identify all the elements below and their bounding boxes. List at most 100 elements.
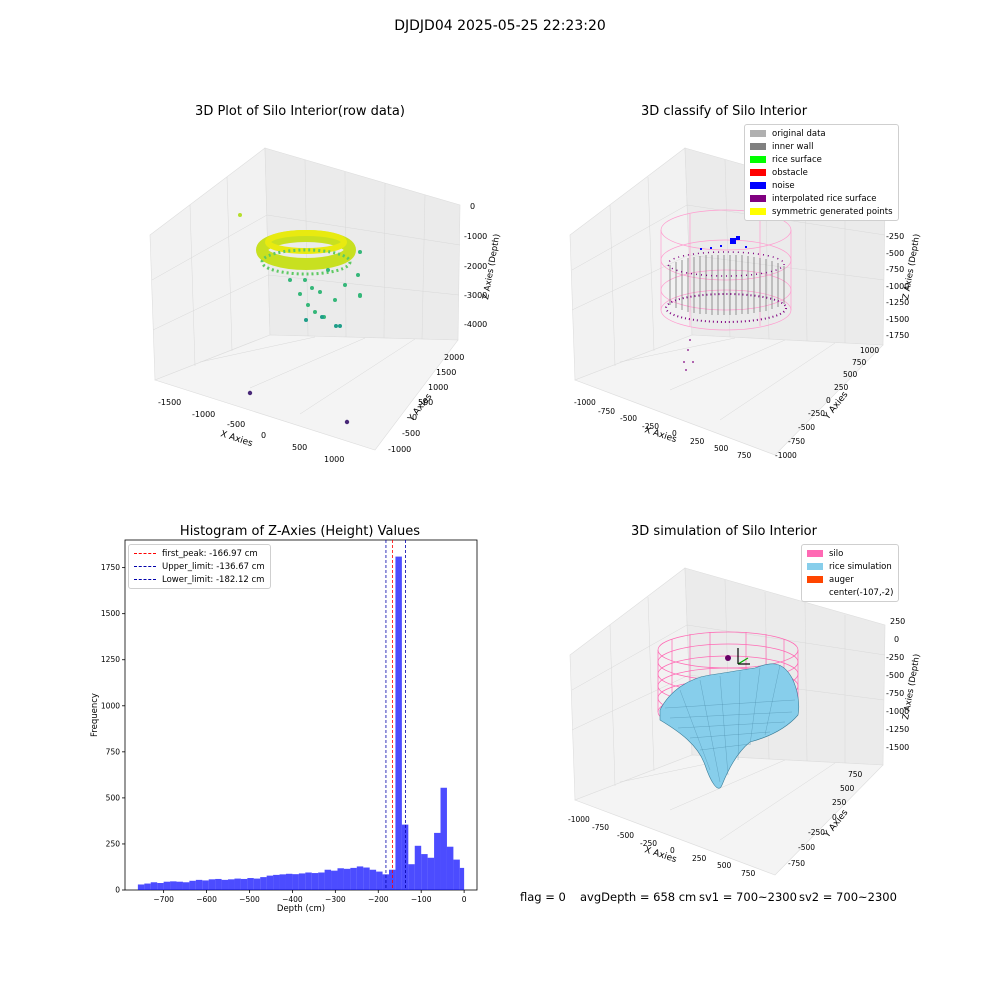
y-tick-label: 1750: [101, 563, 120, 572]
simulation-y-tick: -250: [808, 828, 825, 837]
classify-x-tick: -1000: [574, 398, 596, 407]
raw-x-tick: -1500: [158, 398, 181, 407]
figure-suptitle: DJDJD04 2025-05-25 22:23:20: [394, 18, 606, 34]
raw-y-tick: 0: [412, 413, 417, 422]
legend-item-inner-wall: inner wall: [750, 140, 893, 153]
histogram-bar: [414, 845, 422, 890]
histogram-bar: [266, 875, 274, 890]
classify-z-tick: -1750: [886, 331, 909, 340]
histogram-bar: [427, 857, 435, 890]
histogram-bar: [395, 556, 402, 890]
histogram-bar: [421, 854, 428, 890]
y-tick-label: 0: [115, 886, 120, 895]
simulation-x-tick: 0: [670, 846, 675, 855]
raw-z-tick: -3000: [464, 291, 487, 300]
simulation-legend: silo rice simulation auger center(-107,-…: [801, 544, 900, 602]
x-tick-label: −200: [368, 895, 389, 904]
legend-label: first_peak: -166.97 cm: [162, 548, 258, 559]
x-tick-label: −100: [411, 895, 432, 904]
classify-x-ticks: -1000 -750 -500 -250 0 250 500 750: [574, 398, 752, 460]
histogram-bars: [137, 556, 465, 890]
classify-z-tick: -750: [886, 265, 904, 274]
x-tick-label: 0: [462, 895, 467, 904]
simulation-z-tick: 250: [890, 617, 905, 626]
legend-swatch: [750, 156, 766, 163]
simulation-x-tick: -750: [592, 823, 609, 832]
histogram-bar: [215, 878, 222, 890]
raw-x-tick: -500: [227, 420, 245, 429]
histogram-bar: [195, 879, 203, 890]
simulation-z-tick: 0: [894, 635, 899, 644]
classify-plot-title: 3D classify of Silo Interior: [640, 104, 808, 119]
legend-swatch: [750, 143, 766, 150]
histogram-bar: [144, 883, 151, 890]
histogram-bar: [279, 874, 286, 890]
classify-z-tick: -1250: [886, 298, 909, 307]
histogram-bar: [337, 868, 344, 890]
simulation-z-tick: -500: [886, 671, 904, 680]
legend-swatch: [750, 182, 766, 189]
classify-stray-points: [683, 339, 694, 371]
histogram-bar: [446, 846, 454, 890]
histogram-bar: [228, 879, 235, 890]
classify-y-tick: 250: [834, 383, 849, 392]
histogram-bar: [176, 881, 183, 890]
classify-z-tick: -250: [886, 232, 904, 241]
raw-floor-pane: [154, 334, 459, 451]
classify-x-tick: -250: [642, 422, 659, 431]
x-tick-label: −500: [239, 895, 260, 904]
x-tick-label: −400: [282, 895, 303, 904]
histogram-bar: [182, 882, 190, 890]
histogram-bar: [453, 859, 460, 890]
raw-x-tick: 1000: [324, 455, 344, 464]
x-tick-label: −300: [325, 895, 346, 904]
histogram-bar: [350, 867, 357, 890]
raw-z-tick: 0: [470, 202, 475, 211]
simulation-y-tick: -500: [798, 843, 815, 852]
legend-item-lower-limit: Lower_limit: -182.12 cm: [134, 573, 265, 586]
classify-z-tick: -1000: [886, 282, 909, 291]
histogram-bar: [234, 878, 241, 890]
histogram-bar: [273, 874, 280, 890]
histogram-chart: −700 −600 −500 −400 −300 −200 −100 0 0 250 500 750…: [90, 539, 478, 914]
histogram-bar: [163, 881, 171, 890]
classify-legend: original data inner wall rice surface ob…: [744, 124, 899, 221]
y-tick-label: 500: [106, 793, 121, 802]
y-tick-label: 1500: [101, 609, 120, 618]
histogram-bar: [389, 869, 396, 890]
legend-line: [134, 566, 156, 567]
legend-item-auger: auger: [807, 573, 893, 586]
raw-x-tick: 0: [261, 431, 266, 440]
simulation-center-marker: [725, 655, 731, 661]
classify-z-tick: -500: [886, 249, 904, 258]
legend-item-interpolated: interpolated rice surface: [750, 192, 893, 205]
legend-line: [134, 553, 156, 554]
simulation-y-tick: 750: [848, 770, 863, 779]
histogram-bar: [376, 871, 383, 890]
histogram-bar: [292, 874, 299, 890]
y-tick-label: 750: [106, 747, 121, 756]
histogram-bar: [240, 878, 248, 890]
classify-x-tick: 0: [672, 429, 677, 438]
classify-x-tick: -750: [598, 407, 615, 416]
raw-y-ticks: -1000 -500 0 500 1000 1500 2000: [388, 353, 464, 454]
classify-y-tick: -1000: [775, 451, 797, 460]
raw-x-tick: -1000: [192, 410, 215, 419]
legend-swatch: [750, 169, 766, 176]
histogram-bar: [189, 880, 196, 890]
legend-swatch: [807, 576, 823, 583]
raw-point-ring-lower: [260, 248, 352, 276]
histogram-x-ticks: −700 −600 −500 −400 −300 −200 −100 0: [153, 890, 467, 904]
classify-y-tick: -500: [798, 423, 815, 432]
legend-swatch: [750, 130, 766, 137]
classify-z-tick: -1500: [886, 315, 909, 324]
histogram-bar: [247, 878, 254, 890]
raw-z-tick: -4000: [464, 320, 487, 329]
simulation-z-tick: -1250: [886, 725, 909, 734]
histogram-bar: [311, 873, 319, 890]
classify-y-tick: -250: [808, 409, 825, 418]
classify-y-tick: -750: [788, 437, 805, 446]
footer-avg-depth: avgDepth = 658 cm: [580, 890, 697, 904]
classify-noise-points: [700, 236, 747, 250]
legend-item-noise: noise: [750, 179, 893, 192]
